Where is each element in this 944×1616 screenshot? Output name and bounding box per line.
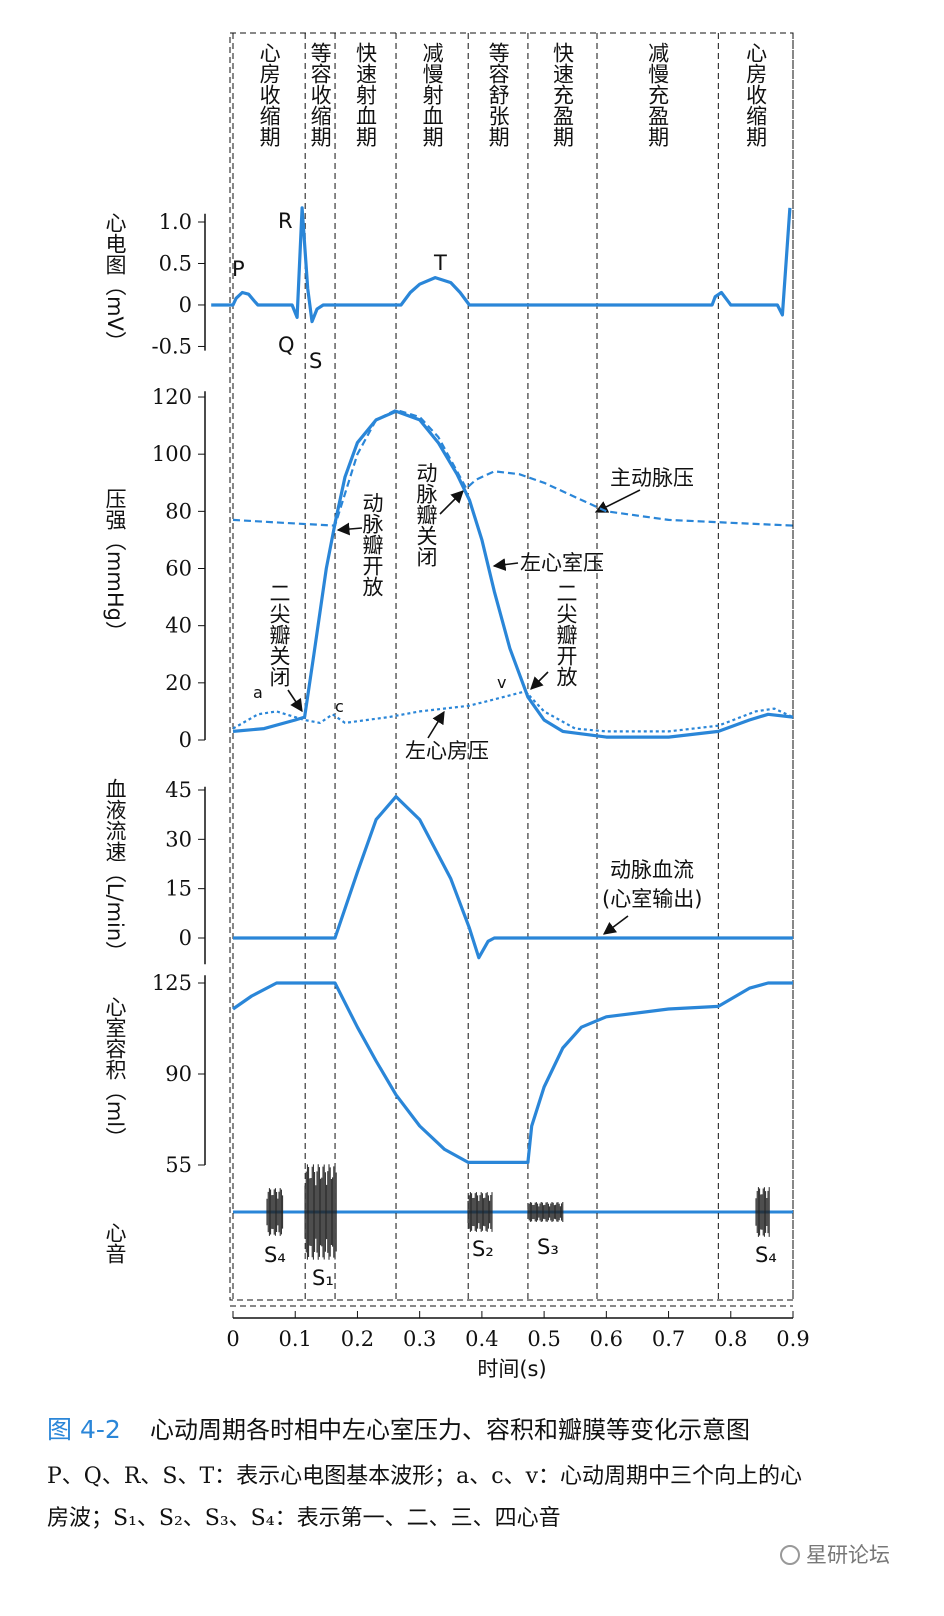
y-axis-label: 心音 [103,1222,127,1264]
x-tick-label: 0.2 [341,1327,374,1351]
heart-sound [304,1164,337,1260]
arrow [530,671,549,690]
y-tick-label: 90 [165,1062,192,1086]
y-tick-label: 0 [179,293,192,317]
arrow [594,489,641,513]
series-label: 动脉血流 [610,858,694,882]
x-tick-label: 0.8 [714,1327,747,1351]
caption-line: 房波；S₁、S₂、S₃、S₄：表示第一、二、三、四心音 [47,1506,561,1531]
series-line [211,206,792,324]
x-tick-label: 0.7 [652,1327,685,1351]
y-tick-label: 20 [165,671,192,695]
series-line [232,409,794,739]
y-tick-label: 60 [165,557,192,581]
y-tick-label: 100 [152,442,192,466]
phase-box [229,32,794,1301]
annotation: 动脉瓣开放 [360,492,384,597]
heart-sound [467,1192,493,1232]
phase-label: 快速充盈期 [550,42,574,147]
y-axis-label: 心室容积（ml） [103,996,127,1148]
x-tick-label: 0.1 [279,1327,312,1351]
phase-label: 等容收缩期 [308,42,332,147]
arrow [602,915,629,935]
y-tick-label: 55 [165,1153,192,1177]
arrow [287,689,303,713]
annotation: 二尖瓣关闭 [267,582,291,687]
x-tick-label: 0.9 [776,1327,809,1351]
y-axis-label: 心电图（mV） [103,212,127,352]
annotation: P [232,257,245,281]
figure-number: 图 4-2 [47,1415,121,1444]
annotation: c [335,697,344,716]
annotation: a [253,683,263,702]
sound-label: S₂ [472,1237,494,1261]
phase-label: 等容舒张期 [486,42,510,147]
sound-label: S₄ [755,1243,777,1267]
y-tick-label: 40 [165,614,192,638]
annotation: R [278,209,293,233]
y-tick-label: -0.5 [152,334,193,358]
x-tick-label: 0.5 [527,1327,560,1351]
y-tick-label: 0.5 [159,251,192,275]
y-tick-label: 0 [179,926,192,950]
watermark-icon [780,1545,800,1565]
caption-line: P、Q、R、S、T：表示心电图基本波形；a、c、v：心动周期中三个向上的心 [47,1464,802,1489]
phase-label: 快速射血期 [354,42,378,147]
y-tick-label: 45 [165,778,192,802]
series-line [232,690,794,733]
annotation: 二尖瓣开放 [554,582,578,687]
annotation: T [433,251,447,275]
heart-sound [266,1188,284,1236]
x-tick-label: 0.6 [590,1327,623,1351]
annotation: (心室输出) [602,887,702,911]
y-tick-label: 1.0 [159,210,192,234]
y-tick-label: 15 [165,877,192,901]
heart-sound [755,1187,770,1237]
x-tick-label: 0.3 [403,1327,436,1351]
sound-label: S₄ [264,1243,286,1267]
arrow [492,558,519,571]
y-axis-label: 血液流速（L/min） [103,778,127,962]
series-label: 主动脉压 [610,466,694,490]
sound-label: S₃ [537,1235,559,1259]
phase-label: 心房收缩期 [257,42,281,147]
phase-label: 心房收缩期 [744,42,768,147]
watermark: 星研论坛 [806,1543,890,1567]
y-tick-label: 120 [152,385,192,409]
annotation: 动脉瓣关闭 [414,462,438,567]
x-tick-label: 0 [226,1327,239,1351]
series-line [233,795,793,960]
series-label: 左心室压 [520,551,604,575]
y-tick-label: 80 [165,499,192,523]
x-axis-label: 时间(s) [477,1357,546,1381]
arrow [439,490,464,515]
y-axis-label: 压强（mmHg） [103,488,127,642]
caption-title: 心动周期各时相中左心室压力、容积和瓣膜等变化示意图 [150,1416,750,1444]
series-line [232,408,794,527]
heart-sound [527,1202,564,1222]
y-tick-label: 0 [179,728,192,752]
annotation: Q [278,333,295,357]
arrow [336,522,363,536]
annotation: S [309,349,322,373]
phase-label: 减慢充盈期 [646,42,670,147]
annotation: v [497,673,506,692]
y-tick-label: 125 [152,971,192,995]
series-line [232,981,793,1164]
series-label: 左心房压 [405,739,489,763]
x-tick-label: 0.4 [465,1327,498,1351]
arrow [427,710,445,739]
phase-label: 减慢射血期 [420,42,444,147]
sound-label: S₁ [312,1266,334,1290]
y-tick-label: 30 [165,827,192,851]
